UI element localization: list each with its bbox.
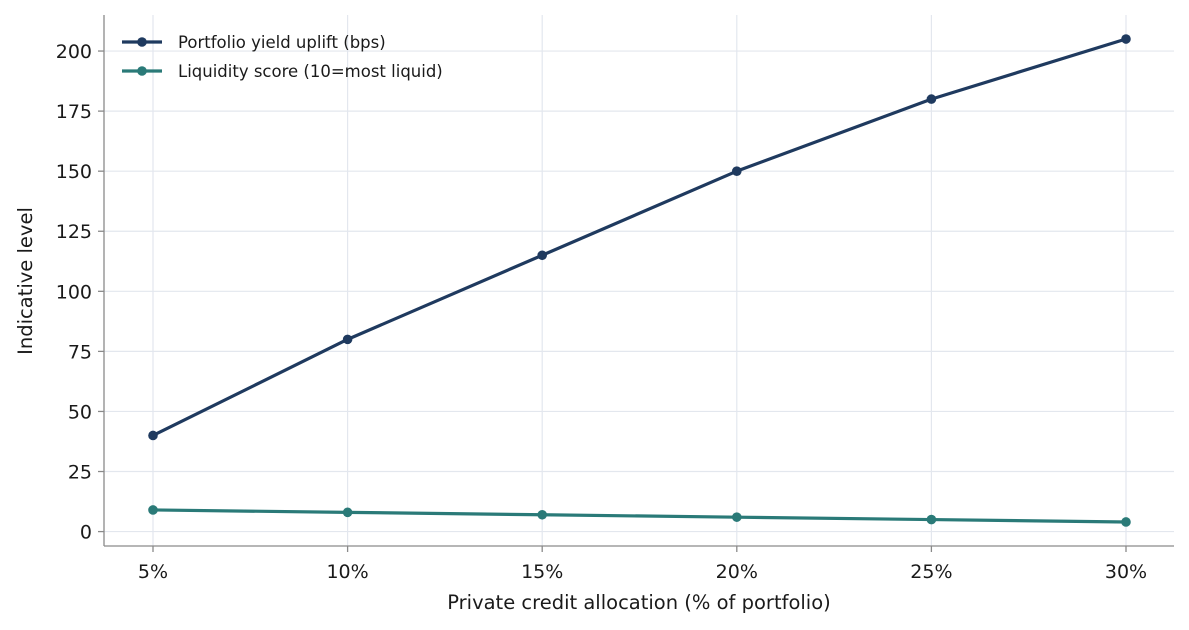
legend-label: Liquidity score (10=most liquid) [178,62,443,81]
legend-entry: Portfolio yield uplift (bps) [122,33,386,52]
x-tick-label: 10% [326,561,368,583]
grid [104,15,1174,546]
x-ticks: 5% 10% 15% 20% 25% 30% [138,546,1147,583]
data-point [1121,517,1131,527]
data-point [537,509,547,520]
x-tick-label: 20% [716,561,758,583]
legend: Portfolio yield uplift (bps) Liquidity sc… [122,33,443,81]
x-axis-label: Private credit allocation (% of portfoli… [447,591,831,614]
y-tick-label: 150 [56,161,92,183]
legend-label: Portfolio yield uplift (bps) [178,33,386,52]
data-point [537,250,547,261]
x-tick-label: 30% [1105,561,1147,583]
data-point [926,514,937,525]
y-tick-label: 200 [56,41,92,63]
y-ticks: 0 25 50 75 100 125 150 175 200 [56,41,104,544]
series-1 [148,505,1131,527]
y-tick-label: 75 [68,341,92,363]
series-line [151,508,1128,524]
y-axis-label: Indicative level [14,207,37,355]
data-point [148,505,158,515]
y-tick-label: 25 [68,462,92,484]
y-tick-label: 0 [80,522,92,544]
data-point [926,94,937,104]
axes [103,15,1174,547]
x-tick-label: 25% [910,561,952,583]
y-tick-label: 50 [68,401,92,423]
data-point [732,166,742,176]
y-tick-label: 125 [56,221,92,243]
data-point [342,334,353,345]
x-tick-label: 15% [521,561,563,583]
data-point [732,512,742,522]
y-tick-label: 100 [56,281,92,303]
legend-swatch-marker [137,66,147,76]
data-point [148,430,158,441]
legend-entry: Liquidity score (10=most liquid) [122,62,443,81]
series-0 [148,34,1131,441]
data-point [1121,34,1131,44]
data-point [342,507,353,518]
y-tick-label: 175 [56,101,92,123]
series-line [151,37,1128,438]
series [148,34,1131,527]
x-tick-label: 5% [138,561,168,583]
legend-swatch-marker [137,37,147,47]
